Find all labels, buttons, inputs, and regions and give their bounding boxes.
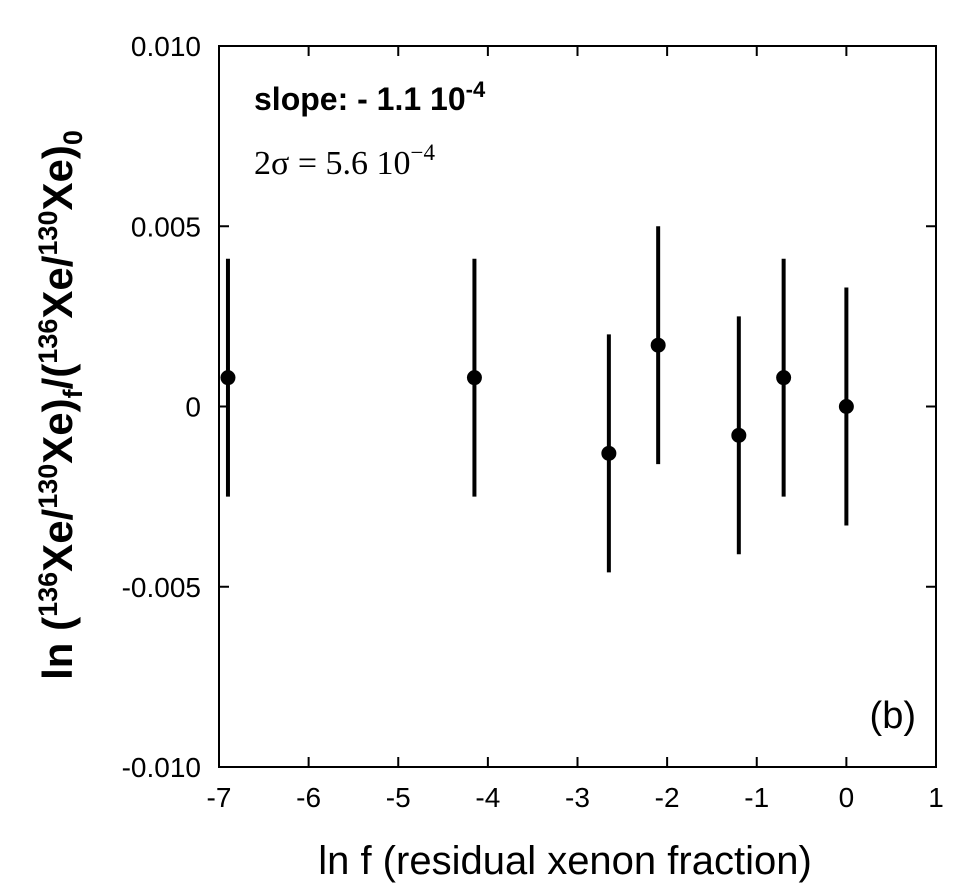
x-tick-label: -3 bbox=[565, 782, 590, 813]
data-points bbox=[220, 226, 854, 573]
y-tick-label: 0.010 bbox=[131, 31, 201, 62]
x-tick-label: -1 bbox=[744, 782, 769, 813]
x-tick-label: -2 bbox=[655, 782, 680, 813]
data-point bbox=[776, 370, 792, 386]
x-tick-label: -5 bbox=[386, 782, 411, 813]
y-tick-label: 0.005 bbox=[131, 211, 201, 242]
data-point bbox=[731, 427, 747, 443]
y-axis-title: ln (136Xe/130Xe)f/(136Xe/130Xe)0 bbox=[33, 130, 88, 680]
y-axis-ticks: -0.010 -0.005 0 0.005 0.010 bbox=[122, 31, 936, 783]
x-tick-label: -4 bbox=[475, 782, 500, 813]
sigma-exponent: −4 bbox=[411, 140, 436, 165]
panel-label: (b) bbox=[870, 695, 916, 737]
x-axis-ticks: -7 -6 -5 -4 -3 -2 -1 0 1 bbox=[207, 46, 944, 813]
slope-annotation: slope: - 1.1 10-4 bbox=[254, 77, 486, 117]
y-tick-label: -0.010 bbox=[122, 752, 201, 783]
x-tick-label: 0 bbox=[839, 782, 855, 813]
x-tick-label: 1 bbox=[928, 782, 944, 813]
y-tick-label: 0 bbox=[185, 392, 201, 423]
y-tick-label: -0.005 bbox=[122, 572, 201, 603]
slope-exponent: -4 bbox=[466, 77, 486, 102]
data-point bbox=[220, 370, 236, 386]
data-point bbox=[466, 370, 482, 386]
x-tick-label: -6 bbox=[296, 782, 321, 813]
sigma-annotation: 2σ = 5.6 10−4 bbox=[254, 140, 435, 182]
data-point bbox=[601, 445, 617, 461]
x-tick-label: -7 bbox=[207, 782, 232, 813]
data-point bbox=[650, 337, 666, 353]
data-point bbox=[838, 399, 854, 414]
x-axis-title: ln f (residual xenon fraction) bbox=[318, 839, 812, 883]
